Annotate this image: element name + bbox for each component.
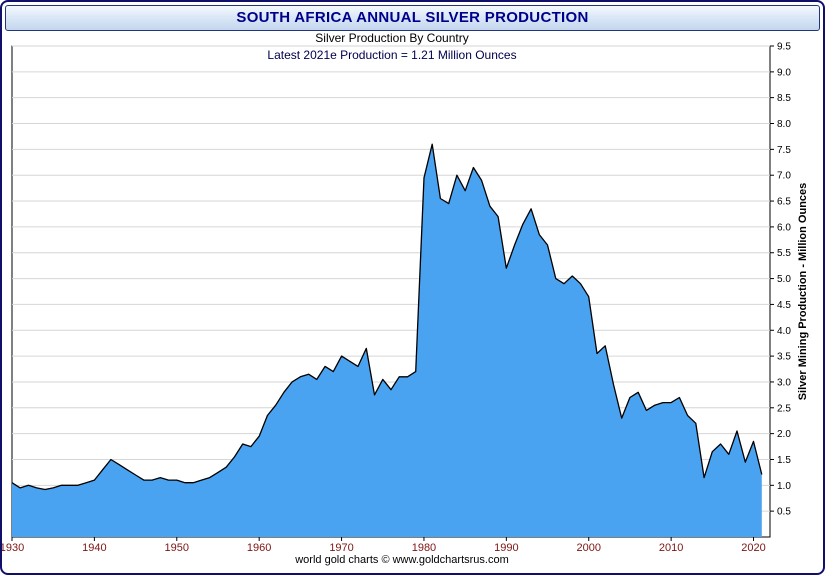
credit-line: world gold charts © www.goldchartsrus.co…: [295, 554, 509, 566]
svg-text:4.0: 4.0: [777, 326, 791, 337]
svg-text:1.5: 1.5: [777, 455, 791, 466]
svg-text:1970: 1970: [329, 542, 353, 554]
svg-text:2010: 2010: [659, 542, 683, 554]
svg-text:0.5: 0.5: [777, 507, 791, 518]
chart-title-bar: SOUTH AFRICA ANNUAL SILVER PRODUCTION: [5, 5, 820, 31]
svg-text:5.0: 5.0: [777, 274, 791, 285]
svg-text:1950: 1950: [165, 542, 189, 554]
svg-text:1.0: 1.0: [777, 481, 791, 492]
svg-text:9.0: 9.0: [777, 67, 791, 78]
svg-text:7.0: 7.0: [777, 171, 791, 182]
svg-text:6.0: 6.0: [777, 222, 791, 233]
svg-text:5.5: 5.5: [777, 248, 791, 259]
svg-text:2.5: 2.5: [777, 403, 791, 414]
svg-text:9.5: 9.5: [777, 42, 791, 53]
svg-text:2000: 2000: [576, 542, 600, 554]
svg-text:3.0: 3.0: [777, 377, 791, 388]
svg-text:2.0: 2.0: [777, 429, 791, 440]
svg-text:1940: 1940: [82, 542, 106, 554]
svg-text:4.5: 4.5: [777, 300, 791, 311]
svg-text:8.0: 8.0: [777, 119, 791, 130]
svg-text:6.5: 6.5: [777, 197, 791, 208]
svg-text:1930: 1930: [2, 542, 24, 554]
chart-subtitle: Silver Production By Country: [315, 31, 469, 45]
svg-text:7.5: 7.5: [777, 145, 791, 156]
svg-text:Silver Mining Production - Mil: Silver Mining Production - Million Ounce…: [797, 183, 809, 401]
svg-text:1980: 1980: [412, 542, 436, 554]
svg-text:3.5: 3.5: [777, 352, 791, 363]
svg-text:8.5: 8.5: [777, 93, 791, 104]
latest-production-annotation: Latest 2021e Production = 1.21 Million O…: [267, 48, 517, 62]
svg-text:1960: 1960: [247, 542, 271, 554]
svg-text:2020: 2020: [741, 542, 765, 554]
svg-text:1990: 1990: [494, 542, 518, 554]
chart-title: SOUTH AFRICA ANNUAL SILVER PRODUCTION: [236, 9, 589, 26]
